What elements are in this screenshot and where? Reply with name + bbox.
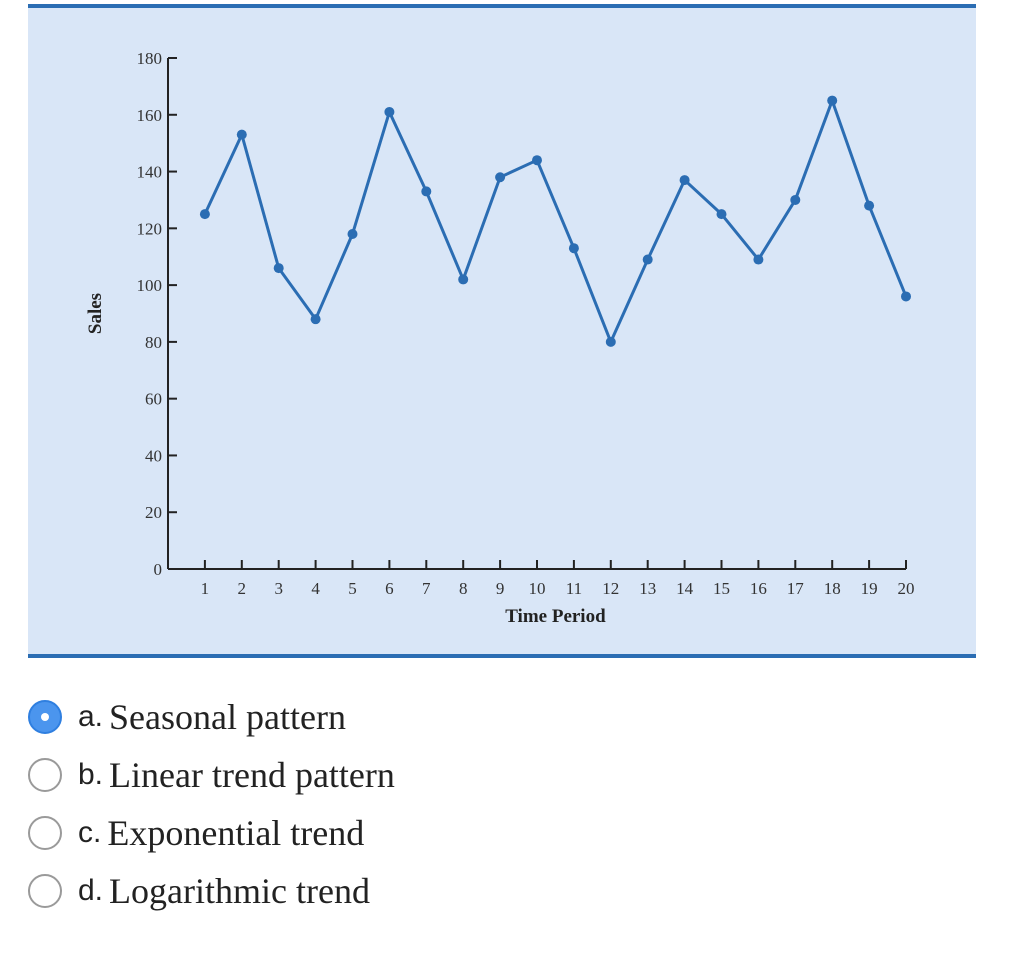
option-b[interactable]: b. Linear trend pattern: [28, 746, 395, 804]
y-tick-label: 160: [137, 106, 163, 125]
x-tick-label: 16: [750, 579, 767, 598]
option-a[interactable]: a. Seasonal pattern: [28, 688, 395, 746]
x-tick-label: 1: [201, 579, 210, 598]
option-d-letter: d.: [78, 874, 104, 907]
data-point: [199, 209, 210, 220]
data-point: [864, 200, 875, 211]
x-tick-label: 5: [348, 579, 357, 598]
x-tick-label: 4: [311, 579, 320, 598]
data-point: [716, 209, 727, 220]
radio-button-c[interactable]: [28, 816, 62, 850]
x-axis-title: Time Period: [505, 606, 606, 627]
data-point: [605, 336, 616, 347]
y-tick-label: 40: [145, 446, 162, 465]
radio-button-d[interactable]: [28, 874, 62, 908]
data-point: [790, 194, 801, 205]
x-tick-label: 19: [861, 579, 878, 598]
option-c-label: Exponential trend: [107, 813, 365, 853]
x-tick-label: 12: [602, 579, 619, 598]
data-point: [827, 95, 838, 106]
option-a-label: Seasonal pattern: [109, 697, 346, 737]
y-axis-title: Sales: [85, 293, 106, 334]
data-point: [495, 172, 506, 183]
x-tick-label: 14: [676, 579, 694, 598]
data-point: [384, 106, 395, 117]
data-point: [236, 129, 247, 140]
x-tick-label: 8: [459, 579, 468, 598]
y-tick-label: 100: [137, 276, 163, 295]
option-b-letter: b.: [78, 758, 104, 791]
data-point: [642, 254, 653, 265]
y-tick-label: 0: [154, 560, 163, 579]
x-tick-label: 6: [385, 579, 394, 598]
radio-button-b[interactable]: [28, 758, 62, 792]
series-line: [203, 99, 908, 344]
x-tick-label: 13: [639, 579, 656, 598]
option-a-letter: a.: [78, 700, 104, 733]
data-point: [901, 291, 911, 302]
x-tick-label: 7: [422, 579, 431, 598]
data-point: [458, 274, 469, 285]
data-point: [273, 263, 284, 274]
x-tick-label: 20: [898, 579, 915, 598]
x-tick-label: 11: [566, 579, 582, 598]
option-b-label: Linear trend pattern: [109, 755, 395, 795]
x-tick-label: 15: [713, 579, 730, 598]
y-tick-label: 60: [145, 390, 162, 409]
data-point: [679, 175, 690, 186]
data-point: [347, 229, 358, 240]
x-tick-label: 9: [496, 579, 505, 598]
data-point: [310, 314, 321, 325]
y-tick-label: 120: [137, 219, 163, 238]
data-point: [421, 186, 432, 197]
option-c[interactable]: c. Exponential trend: [28, 804, 395, 862]
chart-panel: 0 20 40 60 80 100 120 140 160 180 1 2 3 4 5 6 7 8 9 10 11 12 1…: [28, 4, 976, 658]
answer-options: a. Seasonal pattern b. Linear trend patt…: [28, 688, 395, 920]
option-d-label: Logarithmic trend: [109, 871, 370, 911]
data-point: [532, 155, 542, 166]
y-tick-label: 80: [145, 333, 162, 352]
y-tick-label: 180: [137, 49, 163, 68]
x-tick-label: 3: [274, 579, 283, 598]
data-point: [753, 254, 764, 265]
option-d[interactable]: d. Logarithmic trend: [28, 862, 395, 920]
x-tick-label: 2: [238, 579, 247, 598]
radio-button-a[interactable]: [28, 700, 62, 734]
option-c-letter: c.: [78, 816, 102, 849]
data-point: [568, 243, 579, 254]
y-tick-label: 140: [137, 163, 163, 182]
y-tick-label: 20: [145, 503, 162, 522]
x-tick-label: 18: [824, 579, 841, 598]
x-tick-label: 17: [787, 579, 805, 598]
x-tick-label: 10: [529, 579, 546, 598]
